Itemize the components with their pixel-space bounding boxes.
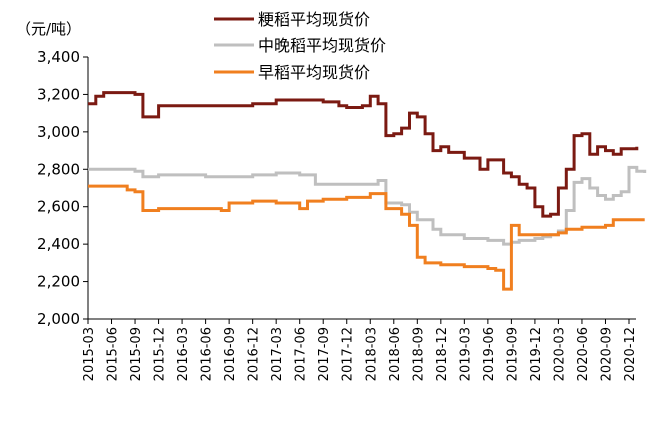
y-tick-label: 3,200 (37, 85, 80, 103)
x-tick-label: 2020-12 (623, 327, 638, 381)
y-tick-label: 2,400 (37, 235, 80, 253)
x-tick-label: 2018-03 (364, 327, 379, 381)
x-tick-label: 2015-09 (129, 327, 144, 381)
x-tick-label: 2016-12 (247, 327, 262, 381)
series-line-1 (88, 165, 647, 246)
legend-label-1: 中晚稻平均现货价 (258, 36, 386, 55)
y-tick-label: 2,000 (37, 310, 80, 328)
legend-label-2: 早稻平均现货价 (258, 63, 370, 82)
x-tick-label: 2016-09 (223, 327, 238, 381)
x-tick-label: 2019-09 (505, 327, 520, 381)
x-tick-label: 2017-03 (270, 327, 285, 381)
x-tick-label: 2020-09 (599, 327, 614, 381)
x-axis: 2015-03 2015-06 2015-09 2015-12 2016-03 2016-… (82, 318, 638, 381)
legend-label-0: 粳稻平均现货价 (258, 10, 370, 29)
y-tick-label: 3,000 (37, 123, 80, 141)
x-tick-label: 2017-12 (341, 327, 356, 381)
x-tick-label: 2019-06 (482, 327, 497, 381)
plot-lines (88, 91, 647, 291)
x-tick-label: 2016-03 (176, 327, 191, 381)
x-tick-label: 2020-06 (576, 327, 591, 381)
series-line-0 (88, 91, 639, 218)
series-line-2 (88, 184, 645, 291)
x-tick-label: 2018-12 (435, 327, 450, 381)
unit-label: （元/吨） (16, 20, 81, 38)
x-tick-label: 2016-06 (200, 327, 215, 381)
x-tick-label: 2015-06 (106, 327, 121, 381)
x-tick-label: 2015-12 (153, 327, 168, 381)
x-tick-label: 2020-03 (552, 327, 567, 381)
x-tick-label: 2015-03 (82, 327, 97, 381)
x-tick-label: 2018-06 (388, 327, 403, 381)
y-tick-label: 2,800 (37, 160, 80, 178)
y-axis: 2,000 2,200 2,400 2,600 2,800 3,000 3,200 3,400 (37, 48, 89, 328)
y-tick-label: 2,200 (37, 273, 80, 291)
x-tick-label: 2017-09 (317, 327, 332, 381)
x-tick-label: 2019-03 (458, 327, 473, 381)
x-tick-label: 2017-06 (294, 327, 309, 381)
x-tick-label: 2019-12 (529, 327, 544, 381)
y-tick-label: 2,600 (37, 198, 80, 216)
x-tick-label: 2018-09 (411, 327, 426, 381)
y-tick-label: 3,400 (37, 48, 80, 66)
